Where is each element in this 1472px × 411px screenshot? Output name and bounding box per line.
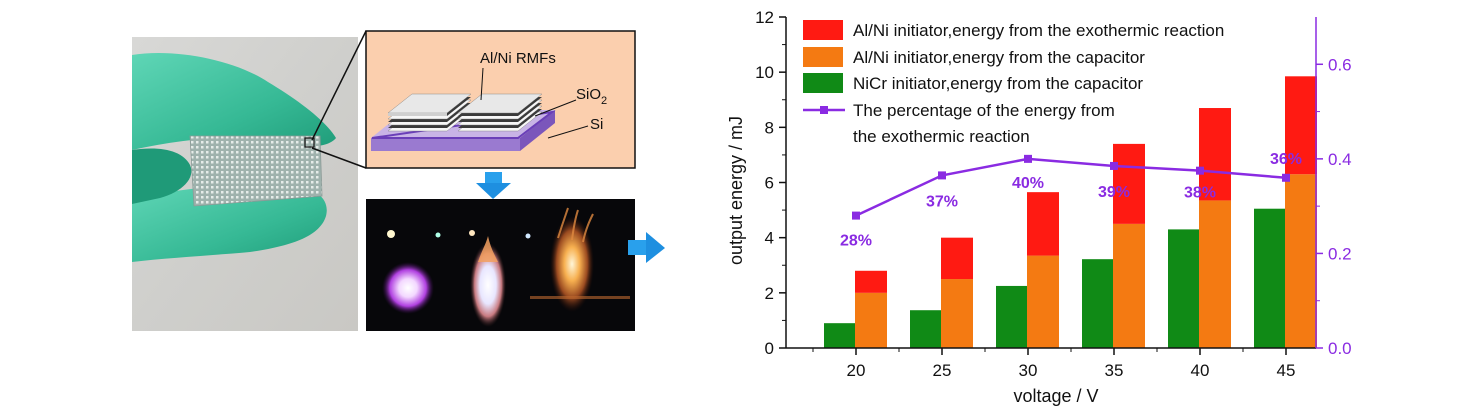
bar-alni-capacitor bbox=[1027, 255, 1059, 348]
bar-alni-capacitor bbox=[1113, 223, 1145, 348]
y2-tick-label: 0.4 bbox=[1328, 150, 1352, 169]
bar-alni-exothermic bbox=[1285, 76, 1317, 175]
x-tick-label: 35 bbox=[1105, 361, 1124, 380]
bar-alni-exothermic bbox=[855, 270, 887, 293]
y-tick-label: 4 bbox=[765, 229, 774, 248]
bar-nicr-capacitor bbox=[1082, 259, 1113, 348]
legend-swatch bbox=[803, 47, 843, 67]
percentage-point bbox=[852, 211, 860, 220]
bar-alni-exothermic bbox=[1199, 108, 1231, 201]
chip-photo bbox=[132, 37, 358, 331]
zoom-line-top bbox=[311, 30, 367, 141]
legend-label: the exothermic reaction bbox=[853, 127, 1030, 146]
arrow-right-icon bbox=[628, 232, 665, 263]
percentage-label: 37% bbox=[926, 193, 958, 210]
y2-tick-label: 0.6 bbox=[1328, 55, 1352, 74]
label-sio2: SiO2 bbox=[576, 86, 607, 107]
y-tick-label: 0 bbox=[765, 339, 774, 358]
y-tick-label: 8 bbox=[765, 118, 774, 137]
bar-alni-capacitor bbox=[941, 279, 973, 348]
y2-tick-label: 0.2 bbox=[1328, 244, 1352, 263]
y2-tick-label: 0.0 bbox=[1328, 339, 1352, 358]
percentage-label: 40% bbox=[1012, 175, 1044, 192]
x-tick-label: 20 bbox=[847, 361, 866, 380]
y-tick-label: 6 bbox=[765, 174, 774, 193]
y-tick-label: 10 bbox=[755, 63, 774, 82]
legend-label: Al/Ni initiator,energy from the exotherm… bbox=[853, 21, 1224, 40]
x-axis-title: voltage / V bbox=[1013, 386, 1098, 406]
legend-label: Al/Ni initiator,energy from the capacito… bbox=[853, 48, 1145, 67]
percentage-point bbox=[1196, 166, 1204, 175]
x-tick-label: 40 bbox=[1191, 361, 1210, 380]
legend-swatch bbox=[803, 20, 843, 40]
bar-nicr-capacitor bbox=[910, 310, 941, 348]
percentage-label: 38% bbox=[1184, 185, 1216, 202]
device-schematic: Al/Ni RMFs SiO2 Si bbox=[365, 30, 636, 169]
rmf-edge bbox=[388, 113, 447, 116]
legend-label: NiCr initiator,energy from the capacitor bbox=[853, 74, 1143, 93]
bar-alni-exothermic bbox=[1027, 192, 1059, 256]
bar-nicr-capacitor bbox=[1168, 229, 1199, 348]
percentage-point bbox=[938, 171, 946, 180]
percentage-point bbox=[1110, 161, 1118, 170]
percentage-label: 36% bbox=[1270, 151, 1302, 168]
ignition-photo bbox=[366, 199, 635, 331]
bar-alni-capacitor bbox=[1199, 200, 1231, 348]
rmf-layer bbox=[457, 93, 543, 114]
percentage-point bbox=[1024, 154, 1032, 163]
x-tick-label: 45 bbox=[1277, 361, 1296, 380]
x-tick-label: 30 bbox=[1019, 361, 1038, 380]
bar-alni-capacitor bbox=[855, 292, 887, 348]
bar-nicr-capacitor bbox=[1254, 208, 1285, 348]
zoom-line-bottom bbox=[311, 147, 367, 169]
bar-alni-capacitor bbox=[1285, 174, 1317, 348]
bar-alni-exothermic bbox=[1113, 143, 1145, 224]
y-tick-label: 12 bbox=[755, 8, 774, 27]
percentage-line bbox=[855, 157, 1287, 217]
legend-marker bbox=[820, 106, 828, 114]
x-tick-label: 25 bbox=[933, 361, 952, 380]
bar-alni-exothermic bbox=[941, 237, 973, 280]
y-axis-title: output energy / mJ bbox=[726, 116, 746, 265]
y-tick-label: 2 bbox=[765, 284, 774, 303]
percentage-label: 39% bbox=[1098, 184, 1130, 201]
label-rmf: Al/Ni RMFs bbox=[480, 50, 556, 67]
percentage-point bbox=[1282, 173, 1290, 182]
arrow-down-icon bbox=[476, 172, 511, 199]
bar-nicr-capacitor bbox=[996, 285, 1027, 348]
percentage-label: 28% bbox=[840, 233, 872, 250]
energy-chart: 28% 37% 40% 39% 38% 36% 0 2 4 6 8 10 12 0.0 0.2 0.4 0.6… bbox=[726, 8, 1352, 406]
label-si: Si bbox=[590, 116, 603, 133]
legend-label: The percentage of the energy from bbox=[853, 101, 1115, 120]
bar-nicr-capacitor bbox=[824, 323, 855, 348]
legend-swatch bbox=[803, 73, 843, 93]
